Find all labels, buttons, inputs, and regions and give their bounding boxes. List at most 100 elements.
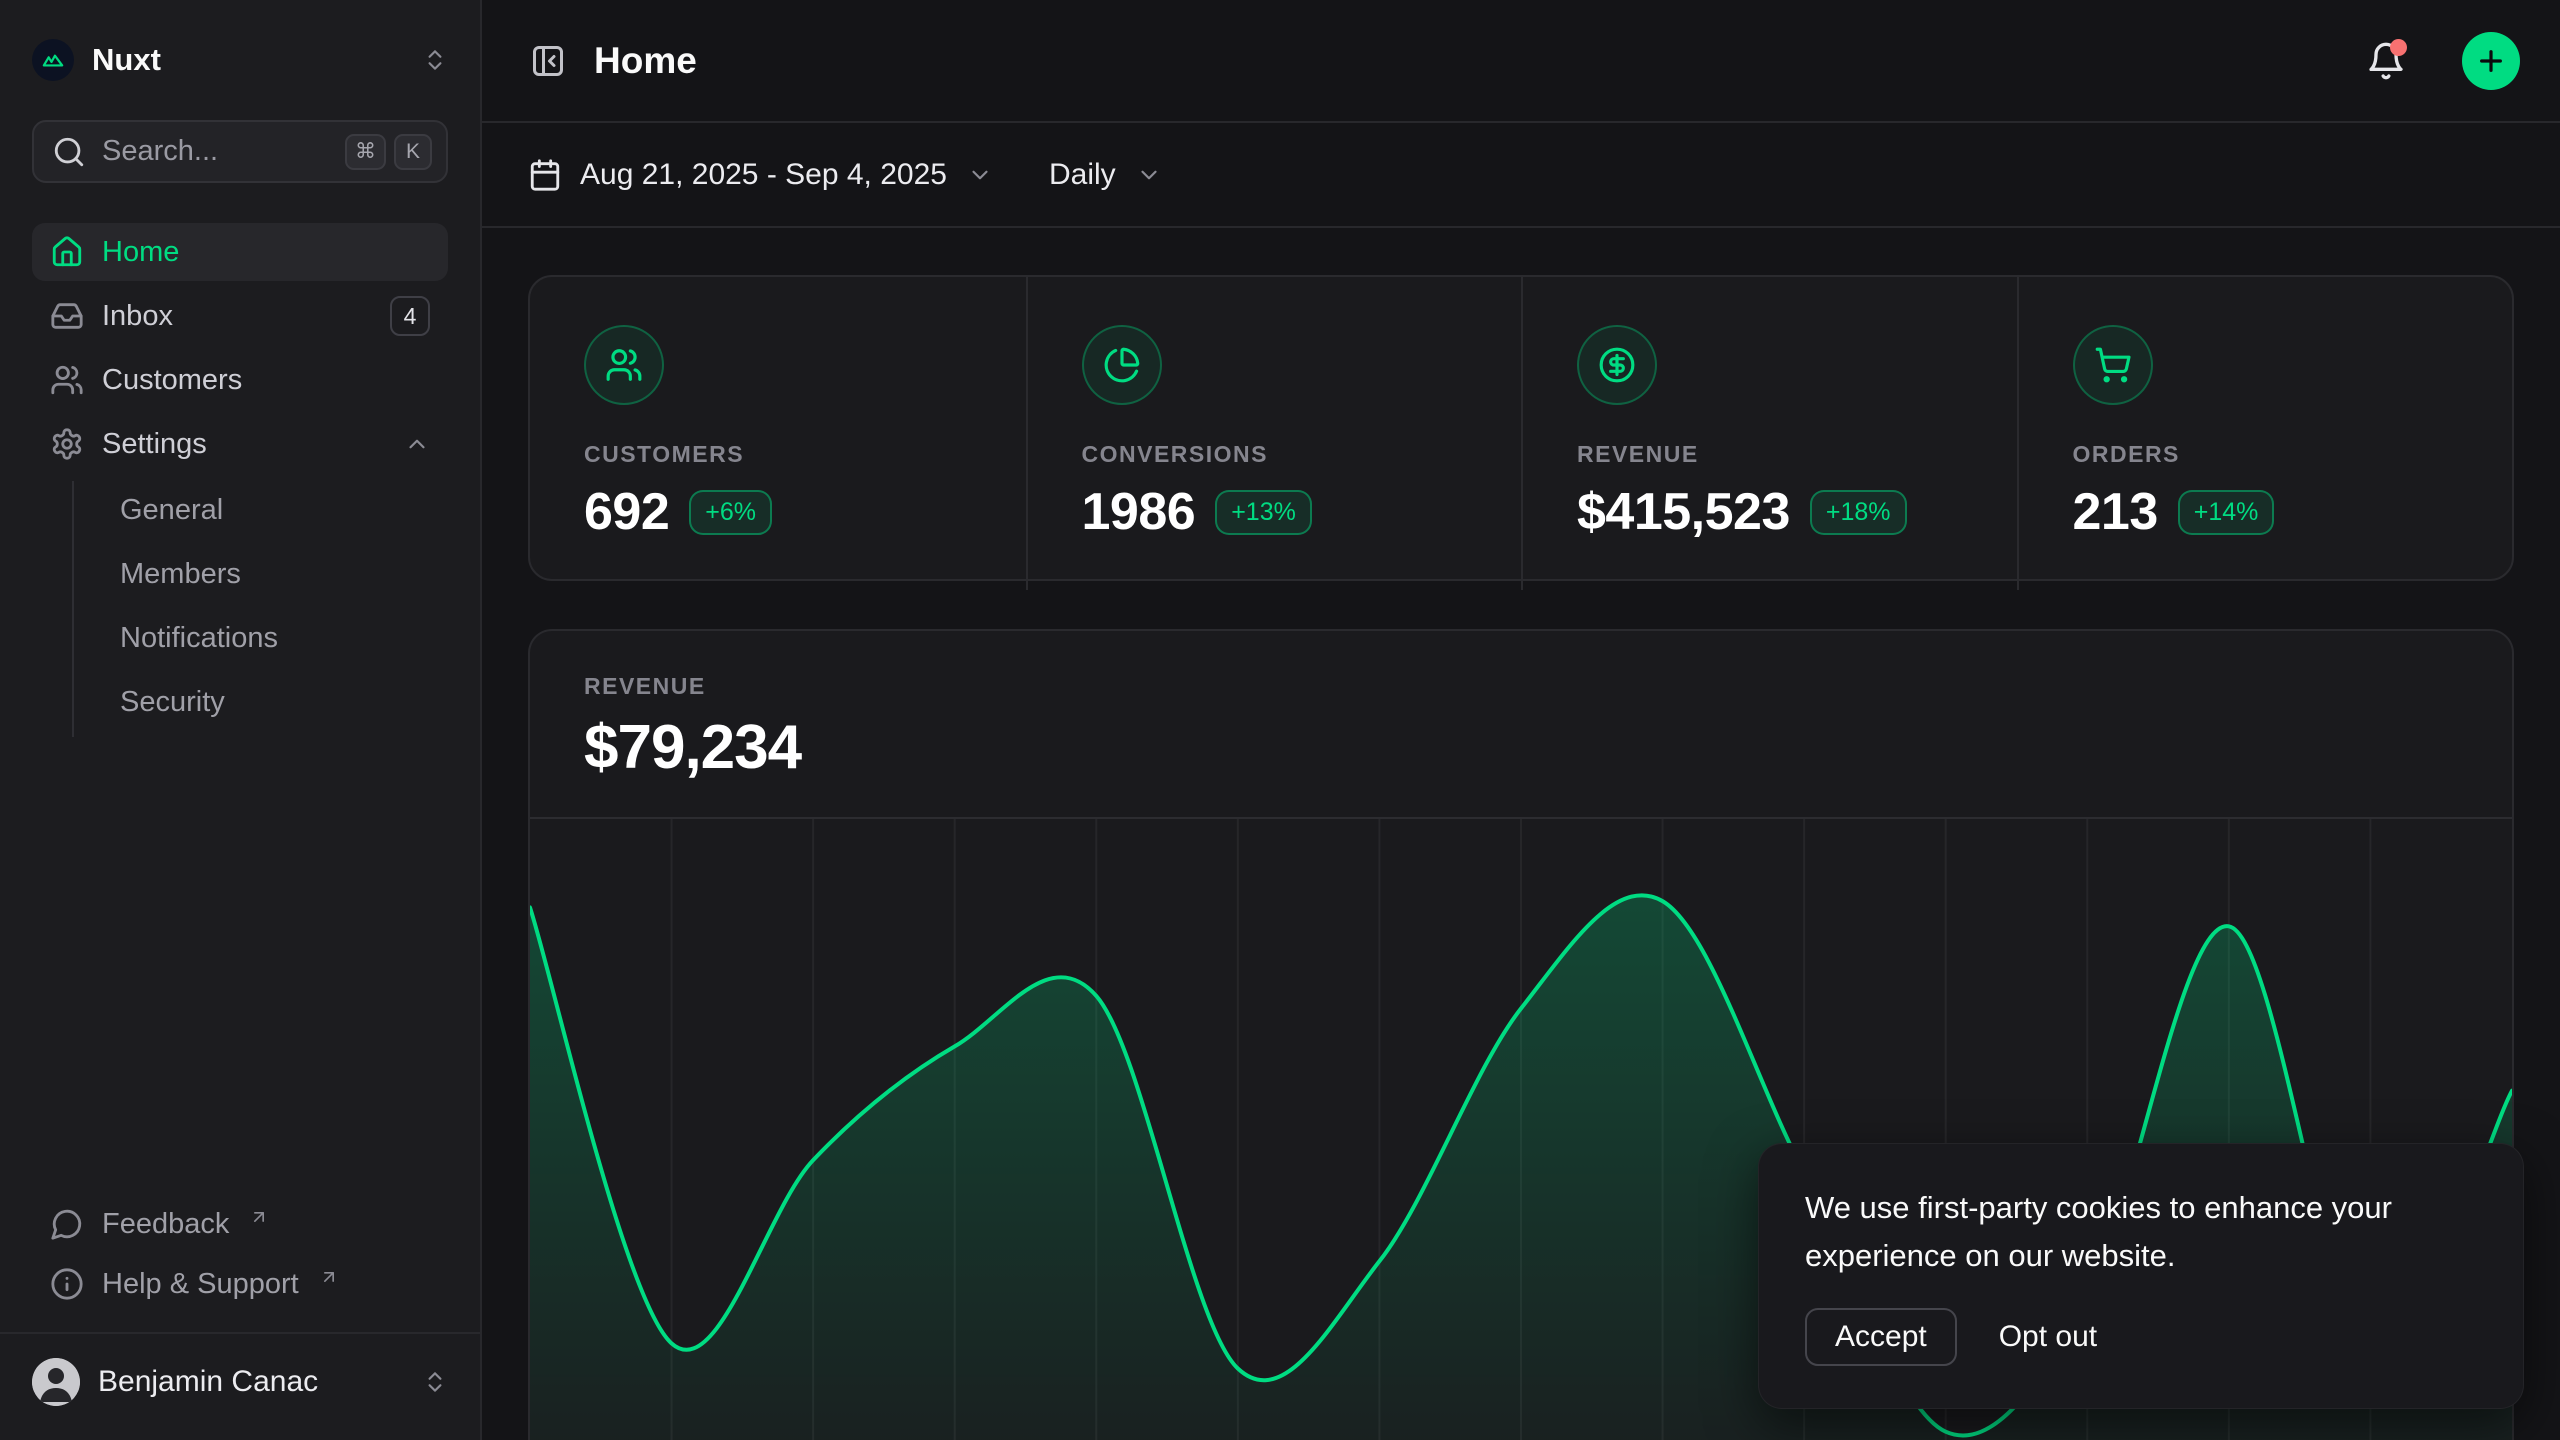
kbd-k: K [394, 133, 432, 170]
sidebar-item-inbox[interactable]: Inbox 4 [32, 287, 448, 345]
stat-delta-badge: +18% [1809, 489, 1907, 535]
user-menu[interactable]: Benjamin Canac [32, 1350, 448, 1414]
subnav-label: General [120, 493, 224, 526]
stat-orders: ORDERS 213 +14% [2016, 277, 2513, 590]
stat-value: $415,523 [1577, 483, 1790, 541]
help-support-link[interactable]: Help & Support [32, 1254, 448, 1314]
settings-subnav: General Members Notifications Security [72, 481, 448, 737]
workspace-name: Nuxt [92, 42, 161, 77]
users-icon [584, 325, 664, 405]
user-name: Benjamin Canac [98, 1365, 319, 1398]
subnav-label: Members [120, 557, 241, 590]
bell-icon [2369, 42, 2403, 79]
granularity-select[interactable]: Daily [1049, 158, 1162, 192]
chart-line [530, 893, 2512, 1438]
external-link-icon [319, 1267, 339, 1287]
stat-customers: CUSTOMERS 692 +6% [530, 277, 1026, 590]
avatar [32, 1358, 80, 1406]
sidebar-item-label: Home [102, 235, 180, 268]
stat-value: 213 [2072, 483, 2159, 541]
toolbar: Aug 21, 2025 - Sep 4, 2025 Daily [482, 123, 2560, 228]
page-title: Home [594, 39, 697, 81]
sidebar: Nuxt Search... ⌘ K Home [0, 0, 482, 1440]
stat-label: ORDERS [2072, 441, 2180, 467]
cookie-banner: We use first-party cookies to enhance yo… [1758, 1142, 2524, 1409]
gear-icon [50, 427, 84, 461]
chevrons-up-down-icon [422, 47, 448, 73]
add-button[interactable] [2462, 31, 2520, 90]
stat-value: 692 [584, 483, 670, 541]
stats-card: CUSTOMERS 692 +6% CONVERSIONS 1986 +13% [528, 275, 2514, 590]
sidebar-nav: Home Inbox 4 Customers Sett [32, 223, 448, 741]
header: Home [482, 0, 2560, 123]
chart-area-fill [530, 895, 2512, 1440]
sidebar-item-general[interactable]: General [104, 481, 448, 539]
search-placeholder: Search... [102, 135, 219, 167]
plus-icon [2480, 49, 2502, 72]
cart-icon [2072, 325, 2153, 405]
calendar-icon [528, 158, 562, 192]
stat-revenue: REVENUE $415,523 +18% [1521, 277, 2017, 590]
granularity-label: Daily [1048, 157, 1116, 191]
chevron-down-icon [967, 162, 993, 188]
stat-conversions: CONVERSIONS 1986 +13% [1025, 277, 1522, 590]
search-input[interactable]: Search... ⌘ K [32, 120, 448, 183]
side-link-label: Feedback [102, 1207, 230, 1240]
opt-out-button[interactable]: Opt out [1998, 1320, 2098, 1353]
nuxt-logo [32, 39, 74, 81]
content: CUSTOMERS 692 +6% CONVERSIONS 1986 +13% [482, 228, 2560, 1440]
stat-label: CONVERSIONS [1081, 441, 1268, 467]
sidebar-item-members[interactable]: Members [104, 545, 448, 603]
stat-delta-badge: +14% [2177, 489, 2275, 535]
kbd-cmd: ⌘ [345, 133, 386, 170]
sidebar-spacer [32, 741, 448, 1194]
chevron-down-icon [1136, 162, 1162, 188]
revenue-chart-area[interactable] [530, 817, 2512, 1440]
revenue-area-chart[interactable] [530, 819, 2512, 1440]
search-kbd-hints: ⌘ K [345, 133, 432, 170]
accept-button[interactable]: Accept [1805, 1308, 1957, 1366]
house-icon [50, 235, 84, 269]
sidebar-item-customers[interactable]: Customers [32, 351, 448, 409]
subnav-label: Security [120, 685, 225, 718]
sidebar-item-label: Inbox [102, 299, 173, 332]
stat-label: REVENUE [1577, 441, 1699, 467]
revenue-value: $79,234 [584, 713, 802, 782]
stat-value: 1986 [1081, 483, 1196, 541]
inbox-count-badge: 4 [390, 296, 430, 336]
subnav-label: Notifications [120, 621, 278, 654]
notification-dot [2390, 38, 2407, 56]
search-icon [52, 135, 86, 169]
date-range-label: Aug 21, 2025 - Sep 4, 2025 [580, 157, 947, 191]
users-icon [50, 363, 84, 397]
workspace-switcher[interactable]: Nuxt [32, 30, 448, 90]
info-circle-icon [50, 1267, 84, 1301]
sidebar-item-settings[interactable]: Settings [32, 415, 448, 473]
stat-delta-badge: +13% [1215, 489, 1312, 535]
user-section: Benjamin Canac [0, 1332, 480, 1414]
cookie-message: We use first-party cookies to enhance yo… [1805, 1189, 2392, 1273]
sidebar-item-label: Customers [102, 363, 243, 396]
sidebar-item-security[interactable]: Security [104, 673, 448, 731]
revenue-label: REVENUE [584, 673, 706, 699]
stat-delta-badge: +6% [689, 489, 772, 535]
cookie-actions: Accept Opt out [1805, 1308, 2477, 1366]
inbox-icon [50, 299, 84, 333]
external-link-icon [249, 1207, 269, 1227]
notifications-button[interactable] [2362, 37, 2410, 85]
feedback-link[interactable]: Feedback [32, 1194, 448, 1254]
sidebar-item-notifications[interactable]: Notifications [104, 609, 448, 667]
main-panel: Home Aug 21, 2025 - Sep 4, 2025 Daily [482, 0, 2560, 1440]
revenue-card-header: REVENUE $79,234 [530, 631, 2512, 817]
revenue-card: REVENUE $79,234 [528, 629, 2514, 1440]
side-link-label: Help & Support [102, 1267, 299, 1300]
message-bubble-icon [50, 1207, 84, 1241]
collapse-sidebar-button[interactable] [528, 41, 568, 81]
stat-label: CUSTOMERS [584, 441, 745, 467]
date-range-picker[interactable]: Aug 21, 2025 - Sep 4, 2025 [528, 158, 993, 192]
sidebar-item-home[interactable]: Home [32, 223, 448, 281]
chevrons-up-down-icon [422, 1369, 448, 1395]
chevron-up-icon [404, 431, 430, 457]
sidebar-item-label: Settings [102, 427, 207, 460]
